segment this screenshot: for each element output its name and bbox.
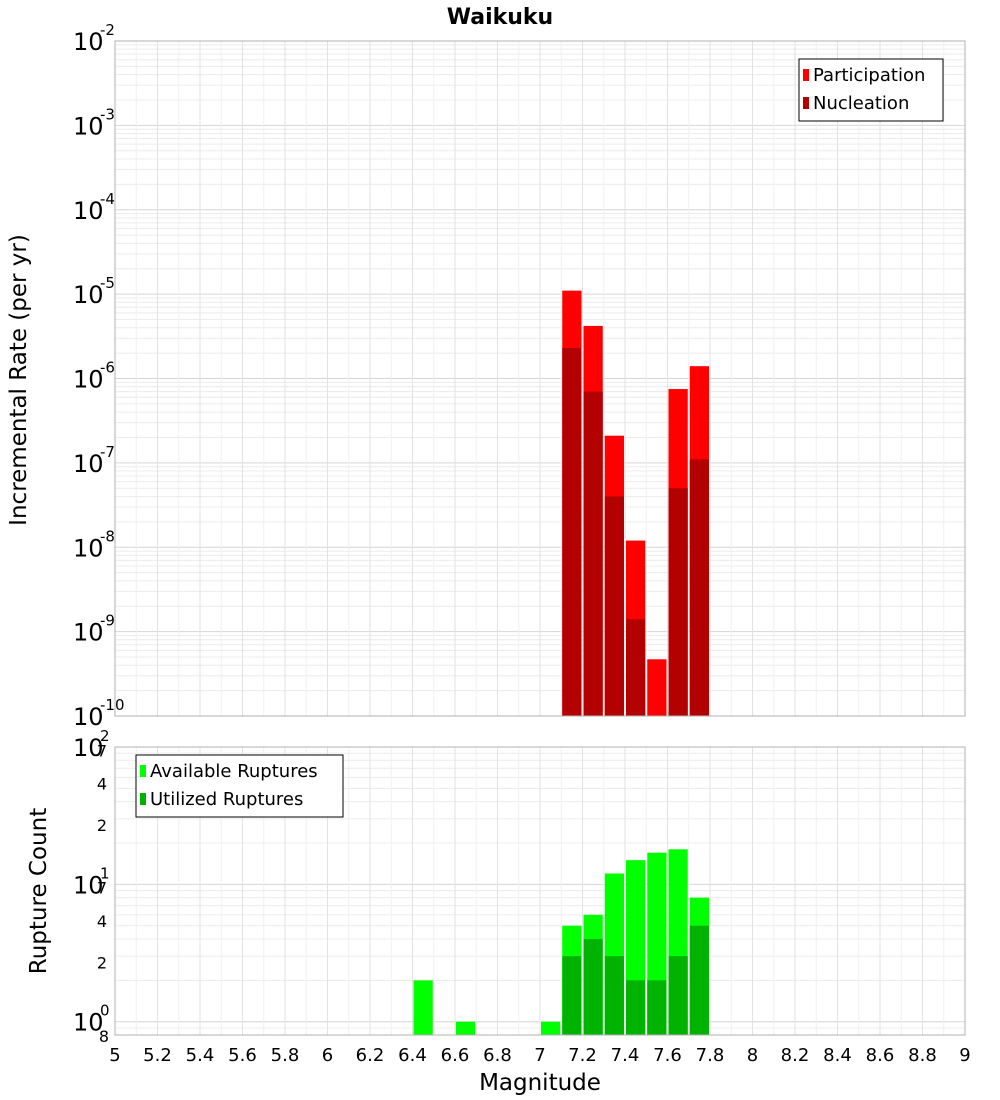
bottom-y-axis-label: Rupture Count [26, 808, 52, 974]
y-tick-label: -4 [100, 190, 115, 208]
x-tick-label: 7 [534, 1045, 545, 1066]
legend-label: Available Ruptures [150, 761, 318, 782]
y-minor-tick-label: 2 [97, 816, 107, 835]
y-minor-tick-label: 4 [97, 912, 107, 931]
bar [626, 619, 646, 716]
top-y-axis-label: Incremental Rate (per yr) [6, 234, 32, 526]
y-minor-tick-label: 8 [99, 1027, 109, 1046]
chart-title: Waikuku [447, 5, 553, 30]
bar [604, 496, 624, 716]
y-tick-label: 10 [73, 619, 104, 647]
y-tick-label: -9 [100, 612, 115, 630]
bar [562, 956, 582, 1035]
bar [647, 659, 667, 716]
x-tick-label: 5.6 [228, 1045, 257, 1066]
y-tick-label: -10 [100, 696, 125, 714]
y-tick-label: 10 [73, 871, 104, 899]
legend-swatch [140, 793, 146, 805]
legend-box [135, 754, 344, 818]
y-tick-label: -5 [100, 274, 115, 292]
bar [626, 980, 646, 1035]
y-tick-label: 10 [73, 281, 104, 309]
legend-label: Participation [813, 65, 925, 86]
x-tick-label: 7.8 [696, 1045, 725, 1066]
y-tick-label: 10 [73, 734, 104, 762]
x-tick-label: 8 [747, 1045, 758, 1066]
top-plot-panel: 10-1010-910-810-710-610-510-410-310-2Par… [73, 21, 966, 731]
plot-frame [114, 40, 966, 717]
x-tick-label: 7.2 [568, 1045, 597, 1066]
x-tick-label: 6.4 [398, 1045, 427, 1066]
x-axis-label: Magnitude [479, 1070, 601, 1096]
x-tick-label: 7.4 [611, 1045, 640, 1066]
y-tick-label: 10 [73, 366, 104, 394]
y-tick-label: 10 [73, 197, 104, 225]
x-tick-label: 6.6 [441, 1045, 470, 1066]
x-tick-label: 5.2 [143, 1045, 172, 1066]
y-tick-label: -6 [100, 359, 115, 377]
bar [689, 925, 709, 1035]
y-tick-label: 2 [100, 727, 110, 745]
bar [689, 459, 709, 716]
legend-box [798, 58, 944, 122]
x-tick-label: 6 [322, 1045, 333, 1066]
x-tick-label: 6.8 [483, 1045, 512, 1066]
bar [413, 980, 433, 1035]
y-minor-tick-label: 7 [97, 879, 107, 898]
y-tick-label: -7 [100, 443, 115, 461]
x-tick-label: 5.8 [271, 1045, 300, 1066]
y-tick-label: 10 [73, 450, 104, 478]
x-tick-label: 5.4 [186, 1045, 215, 1066]
bar [562, 347, 582, 716]
bar [456, 1021, 476, 1035]
x-tick-label: 8.2 [781, 1045, 810, 1066]
y-tick-label: -8 [100, 527, 115, 545]
x-tick-label: 5 [109, 1045, 120, 1066]
y-tick-label: 10 [73, 703, 104, 731]
y-tick-label: 1 [100, 864, 110, 882]
legend-swatch [803, 69, 809, 81]
x-tick-label: 8.8 [908, 1045, 937, 1066]
legend-swatch [803, 97, 809, 109]
bar [668, 956, 688, 1035]
y-minor-tick-label: 4 [97, 775, 107, 794]
y-tick-label: 0 [100, 1002, 110, 1020]
x-tick-label: 8.6 [866, 1045, 895, 1066]
y-minor-tick-label: 7 [97, 741, 107, 760]
y-tick-label: 10 [73, 112, 104, 140]
bar [647, 980, 667, 1035]
y-tick-label: 10 [73, 1009, 104, 1037]
legend-label: Utilized Ruptures [150, 789, 303, 810]
y-tick-label: 10 [73, 28, 104, 56]
bar [583, 939, 603, 1035]
legend-label: Nucleation [813, 93, 909, 114]
y-minor-tick-label: 2 [97, 953, 107, 972]
x-tick-label: 7.6 [653, 1045, 682, 1066]
y-tick-label: -3 [100, 105, 115, 123]
x-tick-label: 9 [959, 1045, 970, 1066]
x-tick-label: 6.2 [356, 1045, 385, 1066]
legend-swatch [140, 765, 146, 777]
bar [604, 956, 624, 1035]
plot-frame [114, 746, 966, 1036]
bar [583, 391, 603, 716]
y-tick-label: 10 [73, 534, 104, 562]
bar [668, 488, 688, 716]
bar [541, 1021, 561, 1035]
y-tick-label: -2 [100, 21, 115, 39]
x-tick-label: 8.4 [823, 1045, 852, 1066]
